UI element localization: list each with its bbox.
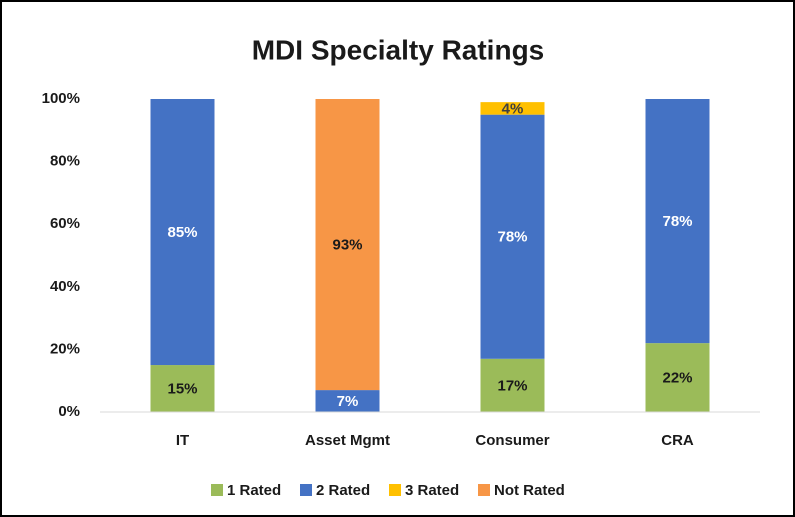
legend-label: 2 Rated (316, 482, 370, 499)
legend-swatch (300, 484, 312, 496)
data-label: 78% (497, 229, 527, 246)
bar-segment (645, 343, 710, 412)
chart-title: MDI Specialty Ratings (252, 34, 545, 65)
bar-segment (645, 99, 710, 344)
legend-swatch (211, 484, 223, 496)
x-tick-label: Consumer (475, 432, 549, 449)
y-tick-label: 60% (50, 215, 80, 232)
bar-segment (150, 365, 215, 412)
data-label: 93% (332, 237, 362, 254)
data-label: 17% (497, 377, 527, 394)
data-label: 4% (502, 100, 524, 117)
y-tick-label: 80% (50, 153, 80, 170)
y-tick-label: 40% (50, 278, 80, 295)
bar-segment (480, 114, 545, 359)
bar-segment (315, 99, 380, 391)
data-label: 85% (167, 224, 197, 241)
bar-segment (315, 390, 380, 412)
data-label: 7% (337, 393, 359, 410)
legend-label: Not Rated (494, 482, 565, 499)
x-tick-label: Asset Mgmt (305, 432, 390, 449)
x-tick-label: CRA (661, 432, 694, 449)
bar-segment (480, 102, 545, 115)
bar-segment (150, 99, 215, 366)
data-label: 78% (662, 213, 692, 230)
legend-swatch (478, 484, 490, 496)
data-label: 22% (662, 370, 692, 387)
data-label: 15% (167, 380, 197, 397)
legend-label: 3 Rated (405, 482, 459, 499)
legend-swatch (389, 484, 401, 496)
y-tick-label: 100% (42, 90, 80, 107)
x-tick-label: IT (176, 432, 189, 449)
bar-segment (480, 358, 545, 412)
y-tick-label: 20% (50, 340, 80, 357)
y-tick-label: 0% (58, 403, 80, 420)
legend-label: 1 Rated (227, 482, 281, 499)
